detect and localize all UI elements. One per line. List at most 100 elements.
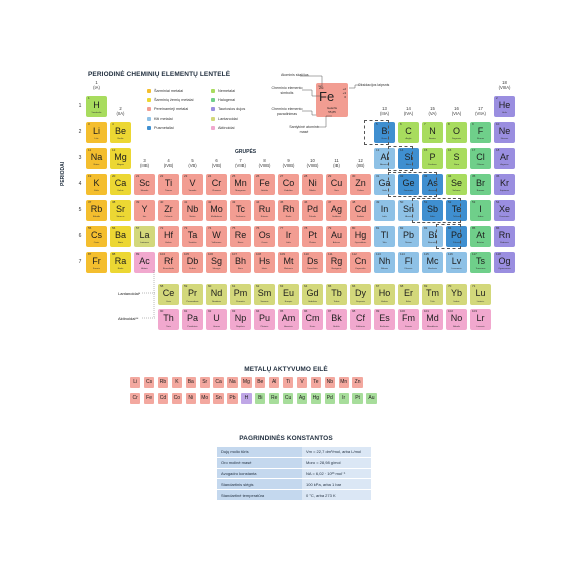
atomic-number: 27 <box>280 173 284 178</box>
element-name: Itris <box>142 216 147 218</box>
element-name: Flerovis <box>404 268 413 270</box>
activity-item: Ag <box>296 393 308 404</box>
activity-item: Cu <box>282 393 294 404</box>
label-mass: Santykinė atominė masė <box>289 125 319 134</box>
legend-swatch <box>147 89 151 93</box>
element-name: Holmis <box>381 300 388 303</box>
element-symbol: Ni <box>308 177 317 188</box>
atomic-number: 47 <box>328 199 332 204</box>
element-name: Arsenas <box>428 190 437 192</box>
constant-row: Dujų molio tūris Vm = 22,7 dm³/mol, arba … <box>217 447 371 458</box>
element-name: Kadmis <box>356 216 365 218</box>
constants-title: PAGRINDINĖS KONSTANTOS <box>239 435 333 442</box>
atomic-number: 81 <box>376 225 380 230</box>
element-name: Fosforas <box>428 164 437 166</box>
atomic-number: 38 <box>112 199 116 204</box>
element-symbol: Br <box>476 177 485 188</box>
group-label: 18 (VIIIA) <box>498 80 511 90</box>
element-cr: 24 Cr Chromas <box>206 173 227 195</box>
atomic-number: 21 <box>136 173 140 178</box>
atomic-number: 25 <box>232 173 236 178</box>
element-li: 3 Li Litis <box>86 121 107 143</box>
activity-item: Pd <box>324 393 335 404</box>
label-symbol: Cheminio elemento simbolis <box>271 86 303 95</box>
atomic-number: 113 <box>376 251 381 256</box>
element-pb: 82 Pb Švinas <box>398 225 419 247</box>
atomic-number: 65 <box>328 284 332 288</box>
element-name: Radonas <box>500 242 509 244</box>
element-cl: 17 Cl Chloras <box>470 147 491 169</box>
legend-swatch <box>147 125 151 130</box>
constant-value: Vm = 22,7 dm³/mol, arba L/mol <box>302 447 371 458</box>
element-nd: 60 Nd Neodimis <box>206 284 227 305</box>
element-symbol: Ge <box>402 177 415 188</box>
element-xe: 54 Xe Ksenonas <box>494 199 515 221</box>
activity-item: Pt <box>352 393 363 404</box>
atomic-number: 31 <box>376 173 380 178</box>
element-fr: 87 Fr Francis <box>86 251 107 273</box>
element-symbol: Bh <box>234 255 246 266</box>
element-name: Aktinis <box>141 268 148 270</box>
element-name: Deguonis <box>451 138 462 140</box>
element-ne: 10 Ne Neonas <box>494 121 515 143</box>
element-symbol: Pr <box>188 288 197 298</box>
legend-label: Pusmetaliai <box>154 125 174 130</box>
element-symbol: Dy <box>355 288 366 298</box>
element-s: 16 S Siera <box>446 147 467 169</box>
element-name: Iridis <box>286 242 291 244</box>
atomic-number: 14 <box>400 147 404 152</box>
element-dy: 66 Dy Disprozis <box>350 284 371 305</box>
element-symbol: Zn <box>355 177 366 188</box>
element-symbol: Sm <box>257 288 272 298</box>
atomic-number: 114 <box>400 251 405 256</box>
element-symbol: Mo <box>210 203 223 214</box>
atomic-number: 41 <box>184 199 188 204</box>
element-name: Aliuminis <box>380 164 389 166</box>
element-symbol: Fr <box>92 255 101 266</box>
element-symbol: Lv <box>451 255 462 266</box>
activity-item: K <box>171 377 183 388</box>
element-name: Talis <box>382 242 387 244</box>
element-symbol: Ti <box>164 177 173 188</box>
activity-item: Cr <box>130 393 141 404</box>
atomic-number: 67 <box>376 284 380 288</box>
element-symbol: Ta <box>187 229 198 240</box>
element-sr: 38 Sr Stroncis <box>110 199 131 221</box>
element-nh: 113 Nh Nihonis <box>374 251 395 273</box>
activity-item: Bi <box>255 393 266 404</box>
key-name: Geležis <box>326 106 337 110</box>
atomic-number: 26 <box>256 173 260 178</box>
element-name: Varis <box>334 190 339 192</box>
element-fl: 114 Fl Flerovis <box>398 251 419 273</box>
element-name: Stroncis <box>116 216 125 218</box>
element-mo: 42 Mo Molibdenas <box>206 199 227 221</box>
element-symbol: Sg <box>210 255 222 266</box>
element-ge: 32 Ge Germanis <box>398 173 419 195</box>
activity-item: Mo <box>199 393 210 404</box>
element-k: 19 K Kalis <box>86 173 107 195</box>
element-symbol: Tl <box>380 229 389 240</box>
element-symbol: Ba <box>114 229 126 240</box>
atomic-number: 107 <box>232 251 238 256</box>
atomic-number: 112 <box>352 251 357 256</box>
element-kr: 36 Kr Kriptonas <box>494 173 515 195</box>
element-sn: 50 Sn Alavas <box>398 199 419 221</box>
element-symbol: W <box>212 229 221 240</box>
atomic-number: 10 <box>496 121 500 126</box>
element-tl: 81 Tl Talis <box>374 225 395 247</box>
element-re: 75 Re Renis <box>230 225 251 247</box>
element-zn: 30 Zn Cinkas <box>350 173 371 195</box>
element-ac: 89 Ac Aktinis <box>134 251 155 273</box>
element-symbol: Rn <box>498 229 511 240</box>
element-symbol: Po <box>450 229 462 240</box>
element-symbol: Pd <box>306 203 318 214</box>
element-symbol: Mg <box>114 151 127 162</box>
element-lu: 71 Lu Liutecis <box>470 284 491 305</box>
element-name: Technecis <box>235 216 246 218</box>
element-tb: 65 Tb Terbis <box>326 284 347 305</box>
element-nb: 41 Nb Niobis <box>182 199 203 221</box>
atomic-number: 2 <box>496 95 498 100</box>
element-as: 33 As Arsenas <box>422 173 443 195</box>
atomic-number: 36 <box>496 173 500 178</box>
element-name: Kopernikis <box>355 268 366 270</box>
